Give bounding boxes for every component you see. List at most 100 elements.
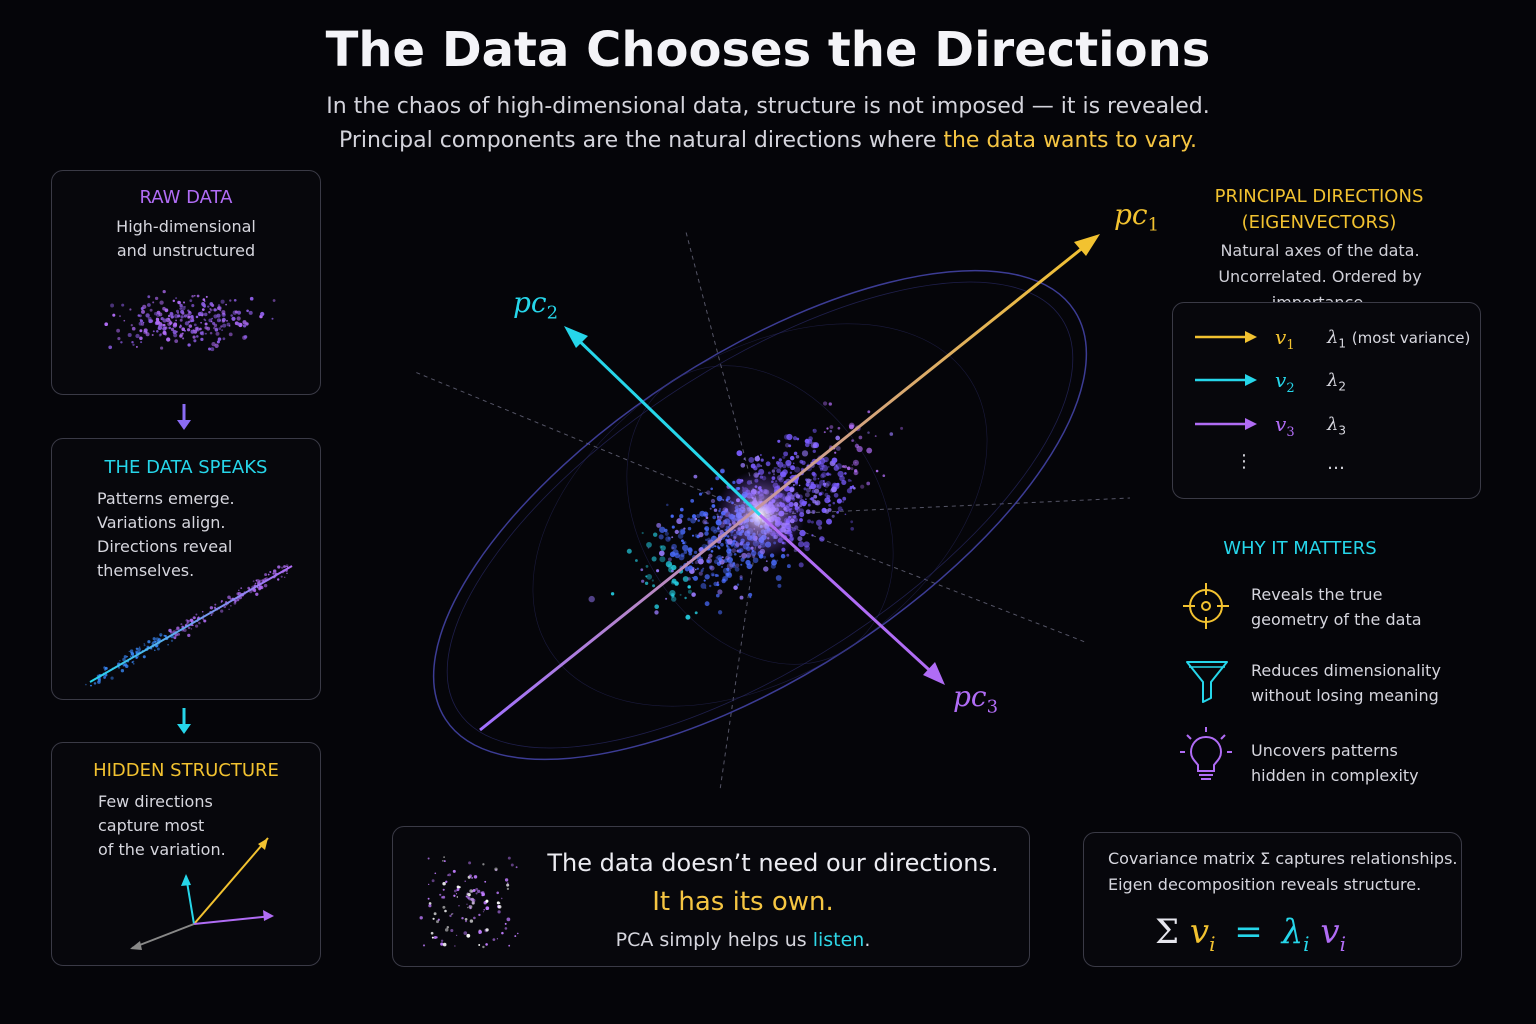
- pc2-arrowhead: [564, 326, 588, 348]
- data-point: [208, 311, 211, 314]
- data-point: [759, 454, 762, 456]
- data-point: [142, 321, 145, 324]
- data-point: [704, 526, 710, 532]
- data-point: [226, 319, 228, 322]
- data-point: [138, 321, 143, 326]
- data-point: [199, 327, 202, 331]
- data-point: [776, 468, 781, 474]
- data-point: [238, 589, 240, 592]
- data-point: [236, 316, 241, 321]
- data-point: [135, 333, 140, 339]
- data-point: [209, 606, 214, 610]
- data-point: [794, 466, 801, 473]
- data-point: [131, 326, 136, 331]
- data-point: [464, 917, 468, 921]
- data-point: [442, 888, 445, 891]
- data-point: [720, 469, 725, 474]
- data-point: [175, 319, 178, 322]
- data-point: [264, 573, 268, 577]
- lightbulb-icon: [1180, 727, 1232, 780]
- data-point: [690, 566, 693, 569]
- data-point: [679, 528, 686, 535]
- data-point: [726, 563, 734, 570]
- data-point: [694, 611, 698, 615]
- data-point: [782, 464, 787, 469]
- data-point: [169, 630, 173, 634]
- data-point: [677, 533, 684, 539]
- data-point: [131, 661, 134, 664]
- data-point: [158, 322, 162, 326]
- data-point: [255, 579, 258, 582]
- data-point: [659, 556, 666, 563]
- data-point: [777, 461, 784, 468]
- data-point: [708, 584, 712, 588]
- data-point: [195, 613, 198, 616]
- arrow-right-icon: [1195, 418, 1257, 430]
- data-point: [192, 329, 195, 332]
- data-point: [119, 315, 121, 318]
- data-point: [141, 309, 145, 314]
- why-1-line-2: geometry of the data: [1251, 610, 1422, 629]
- data-point: [692, 575, 699, 581]
- data-point: [173, 333, 178, 338]
- data-point: [866, 481, 871, 486]
- data-point: [128, 650, 130, 653]
- data-point: [721, 578, 726, 584]
- data-point: [422, 944, 426, 947]
- data-point: [853, 470, 858, 476]
- data-point: [152, 637, 156, 641]
- quote-line-3-period: .: [864, 929, 871, 951]
- data-point: [828, 503, 832, 507]
- data-point: [129, 649, 134, 653]
- data-point: [716, 581, 719, 584]
- data-point: [835, 435, 841, 441]
- eq-sign: =: [1234, 912, 1263, 952]
- data-point: [200, 311, 204, 315]
- data-point: [242, 324, 247, 328]
- data-point: [117, 337, 121, 341]
- data-point: [823, 484, 826, 487]
- data-point: [104, 322, 109, 327]
- data-point: [809, 478, 812, 482]
- hidden-line-1: Few directions: [98, 792, 213, 811]
- why-2-line-1: Reduces dimensionality: [1251, 661, 1441, 680]
- data-point: [835, 464, 838, 467]
- data-point: [231, 316, 236, 321]
- data-point: [745, 559, 751, 566]
- data-point: [805, 498, 807, 501]
- data-point: [823, 431, 826, 434]
- data-point: [811, 489, 816, 494]
- data-point: [172, 299, 176, 303]
- data-point: [272, 299, 276, 302]
- data-point: [653, 532, 658, 537]
- data-point: [727, 552, 732, 557]
- data-point: [175, 297, 178, 300]
- data-point: [682, 576, 689, 582]
- data-point: [694, 568, 697, 571]
- data-point: [825, 460, 827, 462]
- data-point: [807, 503, 811, 507]
- data-point: [143, 643, 145, 645]
- data-point: [184, 321, 190, 326]
- data-point: [452, 869, 456, 873]
- data-point: [240, 587, 243, 589]
- data-point: [485, 943, 488, 946]
- data-point: [691, 592, 696, 597]
- data-point: [711, 573, 715, 577]
- data-point: [170, 327, 175, 332]
- data-point: [155, 637, 159, 641]
- why-3-line-1: Uncovers patterns: [1251, 741, 1398, 760]
- data-point: [220, 325, 223, 328]
- data-point: [739, 555, 741, 558]
- data-point: [815, 500, 821, 506]
- data-point: [183, 314, 188, 318]
- data-point: [191, 624, 194, 627]
- data-point: [139, 329, 143, 333]
- data-point: [179, 332, 184, 337]
- data-point: [271, 317, 274, 320]
- data-point: [846, 466, 851, 471]
- data-point: [481, 892, 484, 895]
- data-point: [667, 557, 672, 562]
- data-point: [875, 469, 879, 473]
- data-point: [851, 439, 854, 442]
